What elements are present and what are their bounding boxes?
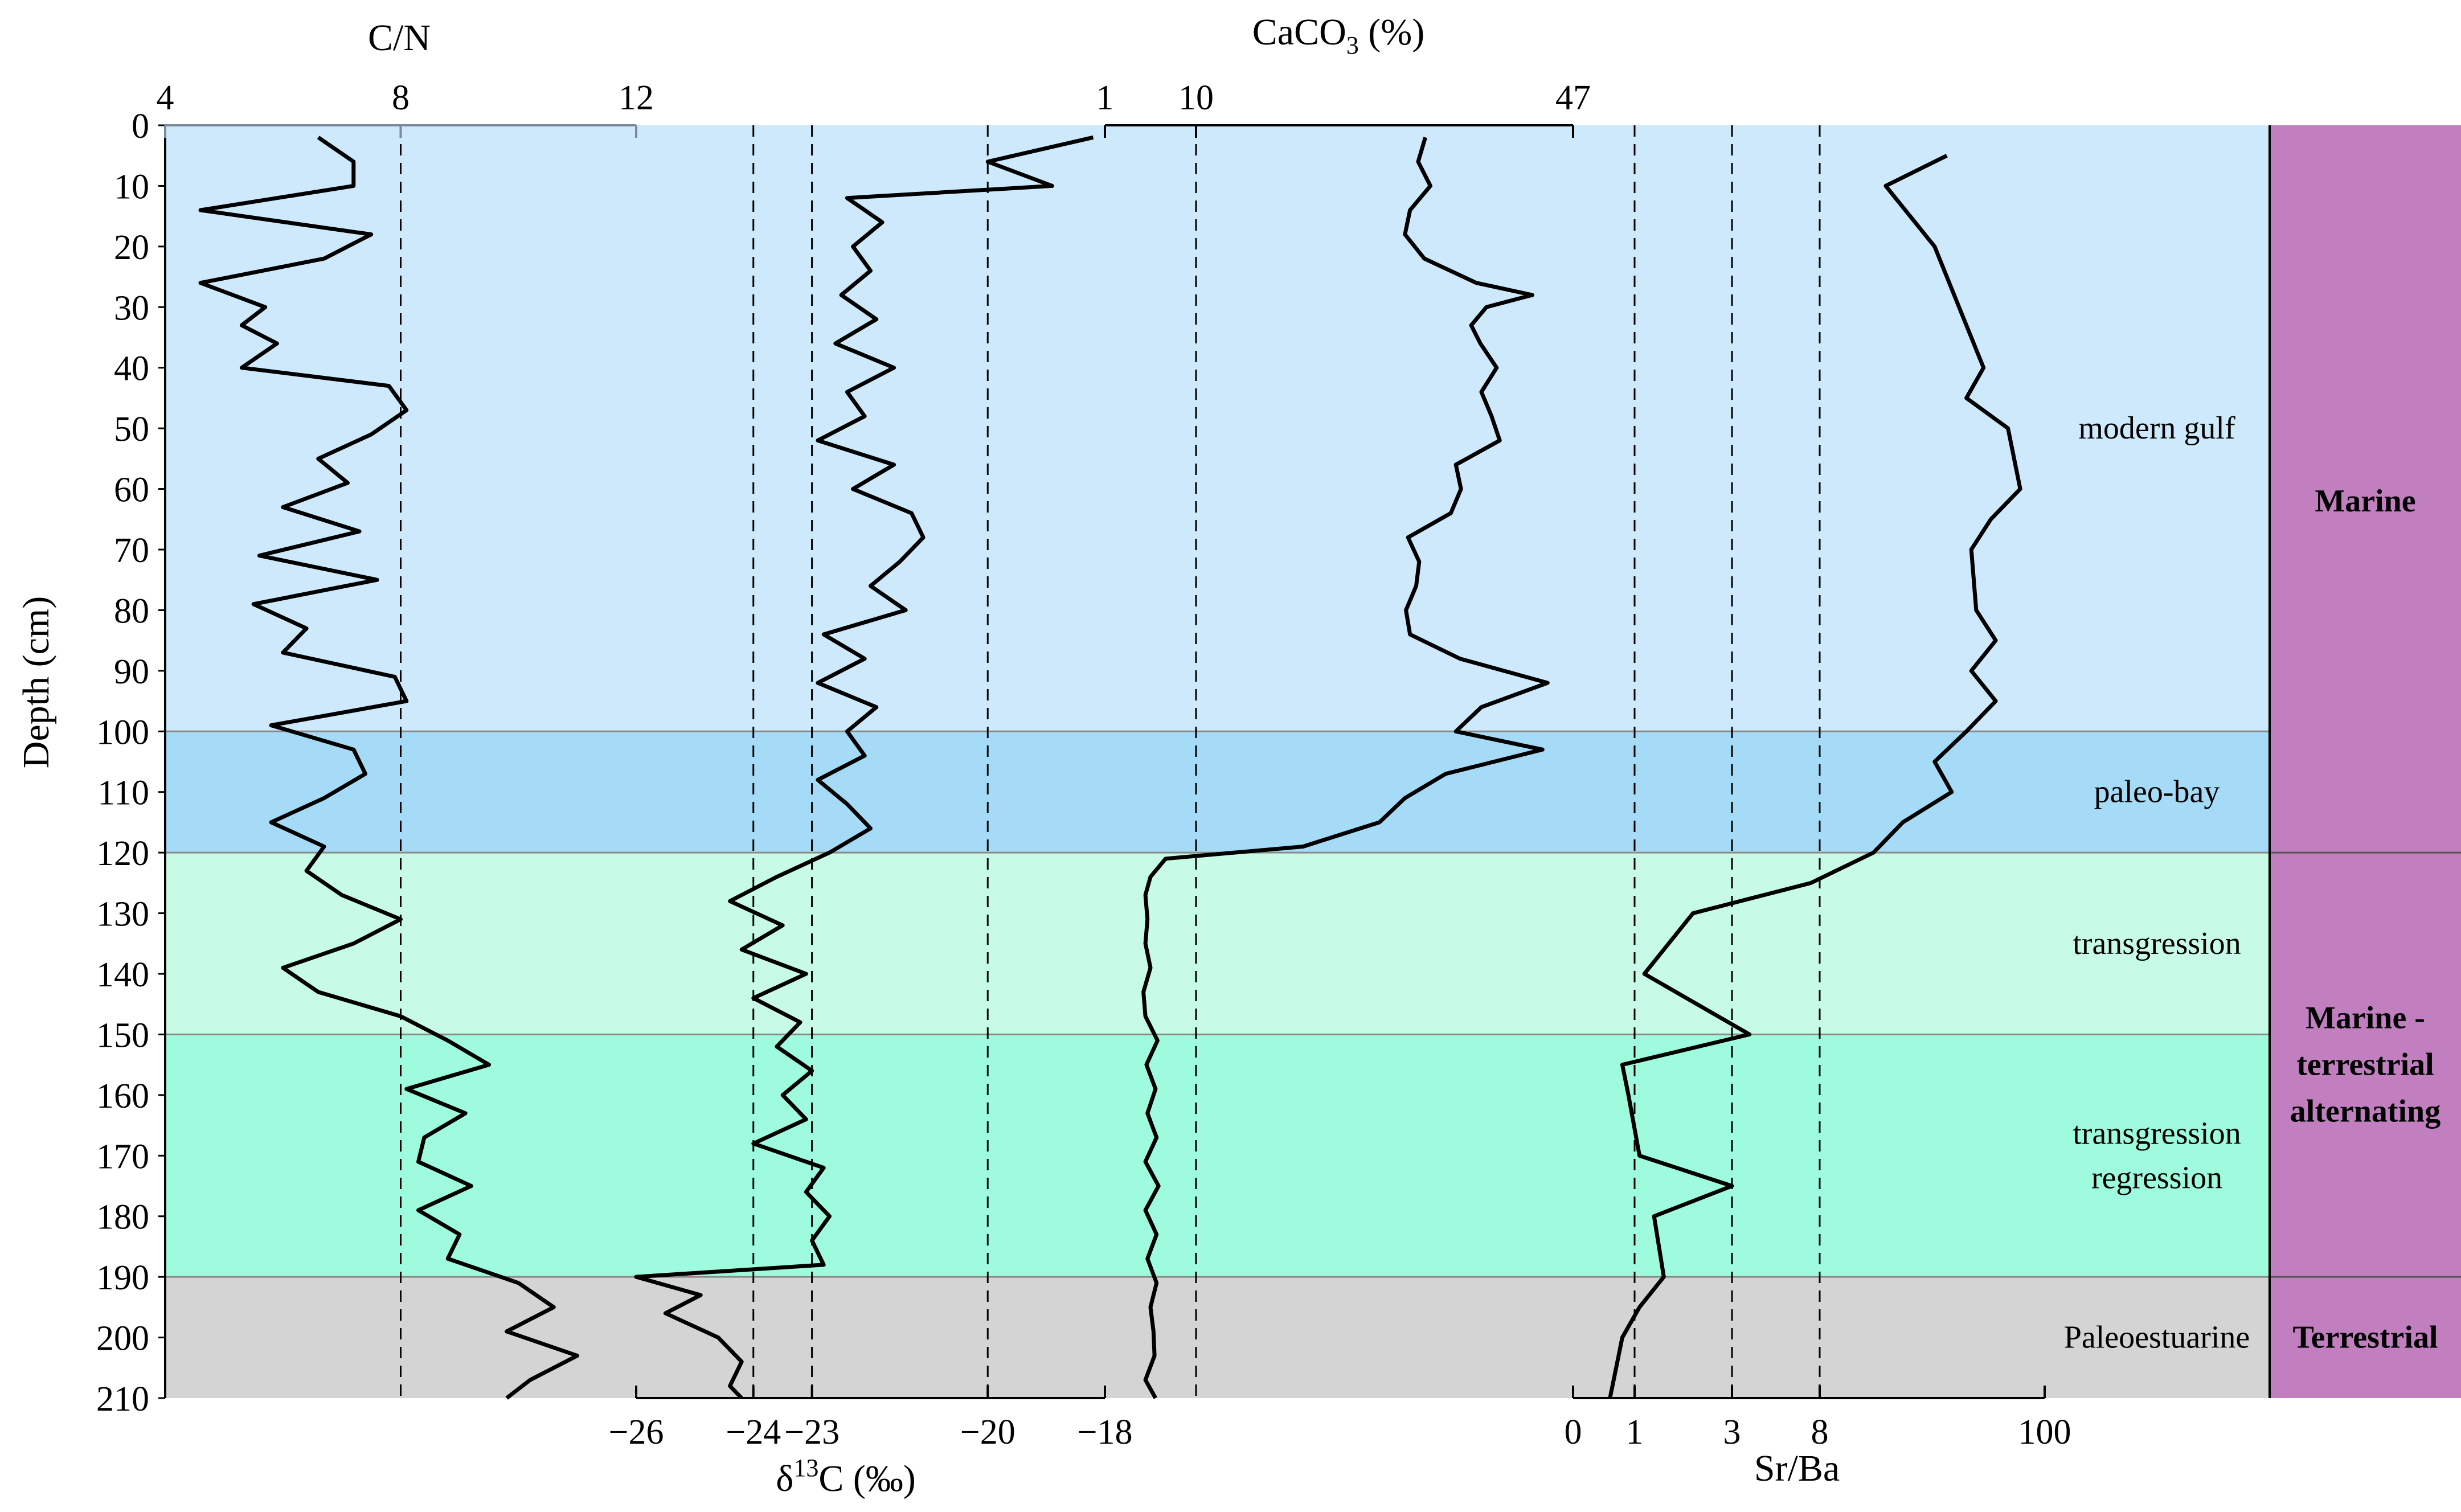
series-line-c-n [198,136,580,1400]
caco3-title-sub: 3 [1346,31,1359,59]
zone-label-line: modern gulf [2078,411,2235,446]
caco3-title-base: CaCO [1252,11,1346,53]
depth-tick-label: 50 [114,410,149,449]
zone-label-line: Paleoestuarine [2064,1320,2250,1355]
zone-label-modern-gulf: modern gulf [2078,411,2235,446]
sediment-zones: modern gulfpaleo-baytransgressiontransgr… [165,125,2270,1398]
depth-tick-label: 150 [96,1016,149,1055]
depth-tick-label: 130 [96,895,149,934]
environment-label-marine: Marine [2315,483,2415,519]
environment-label-marine-terrestrial-alternating: Marine - terrestrial alternating [2290,1001,2440,1129]
zone-band-transgression [165,853,2270,1035]
axis-tick-label: 4 [157,79,174,117]
depth-axis-title: Depth (cm) [15,596,57,768]
depth-tick-label: 80 [114,592,149,630]
depth-tick-label: 160 [96,1077,149,1116]
zone-label-line: transgression [2073,926,2241,961]
zone-band-transgression-regression [165,1034,2270,1277]
caco3-axis-title: CaCO3 (%) [1252,11,1424,59]
environment-label-line: alternating [2290,1094,2440,1129]
zone-label-line: transgression [2073,1116,2241,1151]
depth-tick-label: 30 [114,289,149,327]
axis-tick-label: 12 [619,79,654,117]
zone-label-line: regression [2091,1160,2222,1195]
depth-tick-label: 40 [114,350,149,388]
depth-tick-label: 170 [96,1137,149,1176]
axis-tick-label: −20 [960,1413,1015,1452]
zone-band-modern-gulf [165,125,2270,732]
zone-label-transgression-regression: transgression regression [2073,1116,2241,1195]
zone-label-line: paleo-bay [2094,775,2220,810]
depth-tick-label: 0 [132,107,149,146]
caco3-title-suffix: (%) [1359,11,1424,53]
axis-tick-label: 8 [392,79,410,117]
bottom-axes: δ13C (‰) Sr/Ba −26 −24 −23 −20 −18 0 1 3 8 100 [609,1386,2071,1499]
srba-axis-title: Sr/Ba [1754,1448,1840,1489]
axis-tick-label: −23 [784,1413,840,1452]
depth-tick-label: 140 [96,956,149,994]
zone-label-paleo-bay: paleo-bay [2094,775,2220,810]
environment-label-line: Terrestrial [2292,1320,2438,1355]
axis-tick-label: 1 [1626,1413,1644,1452]
series-lines [198,135,2022,1400]
depth-tick-label: 60 [114,471,149,510]
depth-tick-label: 200 [96,1320,149,1358]
depth-tick-label: 120 [96,834,149,873]
environment-background [2270,125,2461,1398]
d13c-title-rest: C (‰) [818,1458,915,1499]
zone-label-transgression: transgression [2073,926,2241,961]
series-line-caco3 [1141,137,1550,1399]
depth-tick-label: 100 [96,713,149,752]
depth-axis: Depth (cm) 0 10 20 30 40 50 60 70 80 90 100 110 120 1… [15,107,166,1419]
environment-label-line: Marine [2315,483,2415,519]
environment-column: Marine Marine - terrestrial alternating Terr… [2268,125,2461,1398]
axis-tick-label: 10 [1178,79,1214,117]
d13c-axis-title: δ13C (‰) [776,1454,916,1499]
series-line-13c [634,135,1094,1400]
axis-tick-label: 8 [1811,1413,1829,1452]
depth-tick-label: 190 [96,1259,149,1297]
depth-tick-label: 90 [114,653,149,691]
axis-tick-label: 3 [1723,1413,1741,1452]
depth-tick-label: 70 [114,531,149,570]
depth-tick-label: 210 [96,1380,149,1419]
depth-tick-label: 10 [114,167,149,206]
environment-label-terrestrial: Terrestrial [2292,1320,2438,1355]
d13c-title-sup: 13 [793,1454,818,1482]
depth-tick-label: 20 [114,228,149,267]
series-line-sr-ba [1608,154,2022,1399]
depth-tick-label: 180 [96,1198,149,1237]
axis-tick-label: 0 [1565,1413,1582,1452]
zone-band-paleo-bay [165,731,2270,853]
axis-tick-label: 47 [1555,79,1591,117]
axis-tick-label: −26 [609,1413,664,1452]
environment-label-line: terrestrial [2296,1047,2434,1083]
cn-axis-title: C/N [368,17,431,59]
depth-tick-label: 110 [97,774,149,813]
axis-tick-label: 1 [1096,79,1114,117]
zone-band-paleoestuarine [165,1277,2270,1398]
top-axes: C/N CaCO3 (%) 4 8 12 1 10 47 [157,11,1591,138]
axis-tick-label: −18 [1078,1413,1133,1452]
axis-tick-label: −24 [726,1413,781,1452]
environment-label-line: Marine - [2306,1001,2425,1036]
axis-tick-label: 100 [2018,1413,2071,1452]
zone-label-paleoestuarine: Paleoestuarine [2064,1320,2250,1355]
